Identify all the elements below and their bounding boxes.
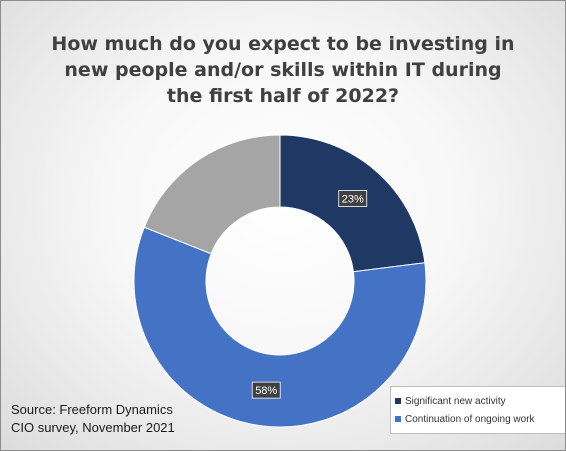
chart-title-line-3: the first half of 2022?	[166, 85, 400, 107]
legend-label-2: Continuation of ongoing work	[405, 413, 535, 425]
data-label-text-2: 58%	[255, 385, 277, 397]
chart-title-line-2: new people and/or skills within IT durin…	[64, 59, 502, 81]
source-note: Source: Freeform Dynamics CIO survey, No…	[11, 401, 175, 437]
legend-label-1: Significant new activity	[405, 395, 506, 407]
data-label-box-1	[338, 190, 368, 207]
legend: Significant new activity Continuation of …	[390, 386, 565, 434]
data-label-2: 58%	[251, 381, 281, 399]
chart-title-line-1: How much do you expect to be investing i…	[51, 33, 515, 55]
source-line-1: Source: Freeform Dynamics	[11, 402, 173, 417]
chart-title: How much do you expect to be investing i…	[21, 31, 545, 109]
legend-swatch-2	[395, 416, 401, 422]
legend-swatch-1	[395, 398, 401, 404]
source-line-2: CIO survey, November 2021	[11, 420, 175, 435]
data-label-1: 23%	[338, 190, 368, 207]
donut-slice-3	[143, 134, 281, 255]
legend-item-1: Significant new activity	[395, 392, 563, 410]
legend-item-2: Continuation of ongoing work	[395, 410, 563, 428]
data-label-box-2	[251, 381, 281, 399]
data-label-text-1: 23%	[342, 193, 364, 205]
donut-slice-2	[133, 226, 427, 428]
